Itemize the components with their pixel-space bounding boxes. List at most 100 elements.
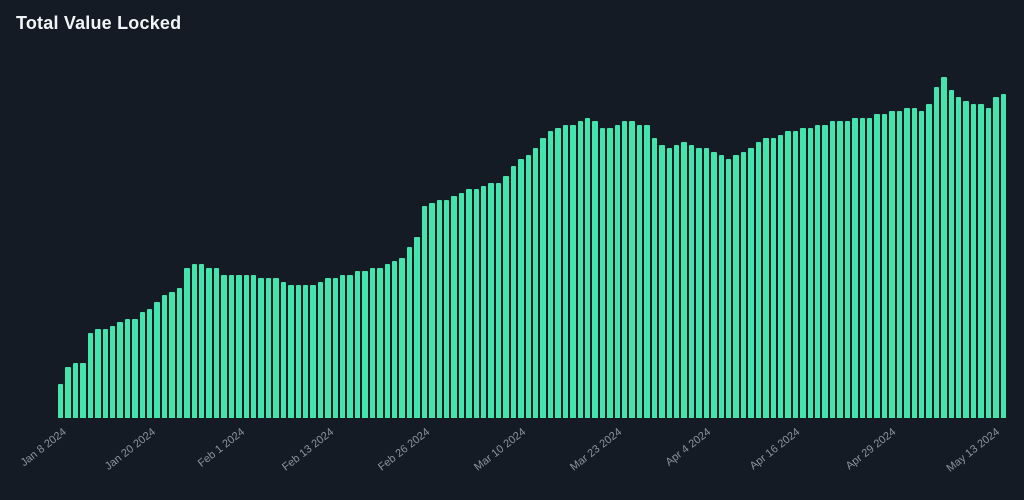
bar[interactable] bbox=[399, 257, 405, 418]
bar[interactable] bbox=[377, 267, 383, 418]
bar[interactable] bbox=[206, 267, 212, 418]
bar[interactable] bbox=[191, 264, 198, 418]
bar[interactable] bbox=[347, 274, 353, 418]
bar[interactable] bbox=[369, 267, 376, 418]
bar[interactable] bbox=[829, 121, 836, 418]
bar[interactable] bbox=[310, 284, 316, 418]
bar[interactable] bbox=[718, 155, 724, 418]
bar[interactable] bbox=[815, 124, 821, 418]
bar[interactable] bbox=[154, 302, 160, 418]
bar[interactable] bbox=[481, 186, 487, 418]
bar[interactable] bbox=[740, 151, 747, 418]
bar[interactable] bbox=[956, 97, 962, 418]
bar[interactable] bbox=[273, 278, 279, 418]
bar[interactable] bbox=[874, 114, 880, 418]
bar[interactable] bbox=[236, 274, 242, 418]
bar[interactable] bbox=[674, 145, 680, 418]
bar[interactable] bbox=[837, 121, 843, 418]
bar[interactable] bbox=[332, 278, 339, 418]
bar[interactable] bbox=[844, 121, 851, 418]
bar[interactable] bbox=[354, 271, 361, 418]
bar[interactable] bbox=[525, 155, 531, 418]
bar[interactable] bbox=[733, 155, 739, 418]
bar[interactable] bbox=[421, 206, 428, 418]
bar[interactable] bbox=[666, 148, 673, 418]
bar[interactable] bbox=[636, 124, 643, 418]
bar[interactable] bbox=[258, 278, 264, 418]
bar[interactable] bbox=[176, 288, 183, 418]
bar[interactable] bbox=[325, 278, 331, 418]
bar[interactable] bbox=[592, 121, 598, 418]
bar[interactable] bbox=[228, 274, 235, 418]
bar[interactable] bbox=[132, 319, 138, 418]
bar[interactable] bbox=[58, 383, 64, 418]
bar[interactable] bbox=[488, 182, 494, 418]
bar[interactable] bbox=[466, 189, 472, 418]
bar[interactable] bbox=[473, 189, 480, 418]
bar[interactable] bbox=[644, 124, 650, 418]
bar[interactable] bbox=[584, 117, 591, 418]
bar[interactable] bbox=[614, 124, 621, 418]
bar[interactable] bbox=[302, 284, 309, 418]
bar[interactable] bbox=[941, 76, 947, 418]
bar[interactable] bbox=[547, 131, 554, 418]
bar[interactable] bbox=[458, 192, 465, 418]
bar[interactable] bbox=[755, 141, 762, 418]
bar[interactable] bbox=[777, 134, 784, 418]
bar[interactable] bbox=[540, 138, 546, 418]
bar[interactable] bbox=[622, 121, 628, 418]
bar[interactable] bbox=[763, 138, 769, 418]
bar[interactable] bbox=[317, 281, 324, 418]
bar[interactable] bbox=[911, 107, 917, 418]
bar[interactable] bbox=[265, 278, 272, 418]
bar[interactable] bbox=[748, 148, 754, 418]
bar[interactable] bbox=[948, 90, 955, 418]
bar[interactable] bbox=[904, 107, 910, 418]
bar[interactable] bbox=[629, 121, 635, 418]
bar[interactable] bbox=[510, 165, 517, 418]
bar[interactable] bbox=[391, 261, 398, 418]
bar[interactable] bbox=[80, 363, 86, 418]
bar[interactable] bbox=[184, 267, 190, 418]
bar[interactable] bbox=[199, 264, 205, 418]
bar[interactable] bbox=[406, 247, 413, 418]
bar[interactable] bbox=[970, 104, 977, 418]
bar[interactable] bbox=[562, 124, 569, 418]
bar[interactable] bbox=[978, 104, 984, 418]
bar[interactable] bbox=[161, 295, 168, 418]
bar[interactable] bbox=[725, 158, 732, 418]
bar[interactable] bbox=[807, 128, 814, 418]
bar[interactable] bbox=[918, 110, 925, 418]
bar[interactable] bbox=[102, 329, 108, 418]
bar[interactable] bbox=[866, 117, 873, 418]
bar[interactable] bbox=[288, 284, 294, 418]
bar[interactable] bbox=[1000, 93, 1006, 418]
bar[interactable] bbox=[213, 267, 220, 418]
bar[interactable] bbox=[896, 110, 903, 418]
bar[interactable] bbox=[429, 203, 435, 418]
bar[interactable] bbox=[881, 114, 888, 418]
bar[interactable] bbox=[889, 110, 895, 418]
bar[interactable] bbox=[243, 274, 249, 418]
bar[interactable] bbox=[65, 366, 71, 418]
bar[interactable] bbox=[785, 131, 791, 418]
bar[interactable] bbox=[451, 196, 457, 418]
bar[interactable] bbox=[533, 148, 539, 418]
bar[interactable] bbox=[577, 121, 583, 418]
bar[interactable] bbox=[859, 117, 865, 418]
bar[interactable] bbox=[250, 274, 257, 418]
bar[interactable] bbox=[221, 274, 227, 418]
bar[interactable] bbox=[770, 138, 776, 418]
bar[interactable] bbox=[362, 271, 368, 418]
bar-plot-area[interactable] bbox=[58, 70, 1006, 418]
bar[interactable] bbox=[280, 281, 287, 418]
bar[interactable] bbox=[933, 87, 940, 418]
bar[interactable] bbox=[109, 325, 116, 418]
bar[interactable] bbox=[696, 148, 702, 418]
bar[interactable] bbox=[436, 199, 442, 418]
bar[interactable] bbox=[72, 363, 79, 418]
bar[interactable] bbox=[711, 151, 717, 418]
bar[interactable] bbox=[124, 319, 131, 418]
bar[interactable] bbox=[659, 145, 665, 418]
bar[interactable] bbox=[414, 237, 420, 418]
